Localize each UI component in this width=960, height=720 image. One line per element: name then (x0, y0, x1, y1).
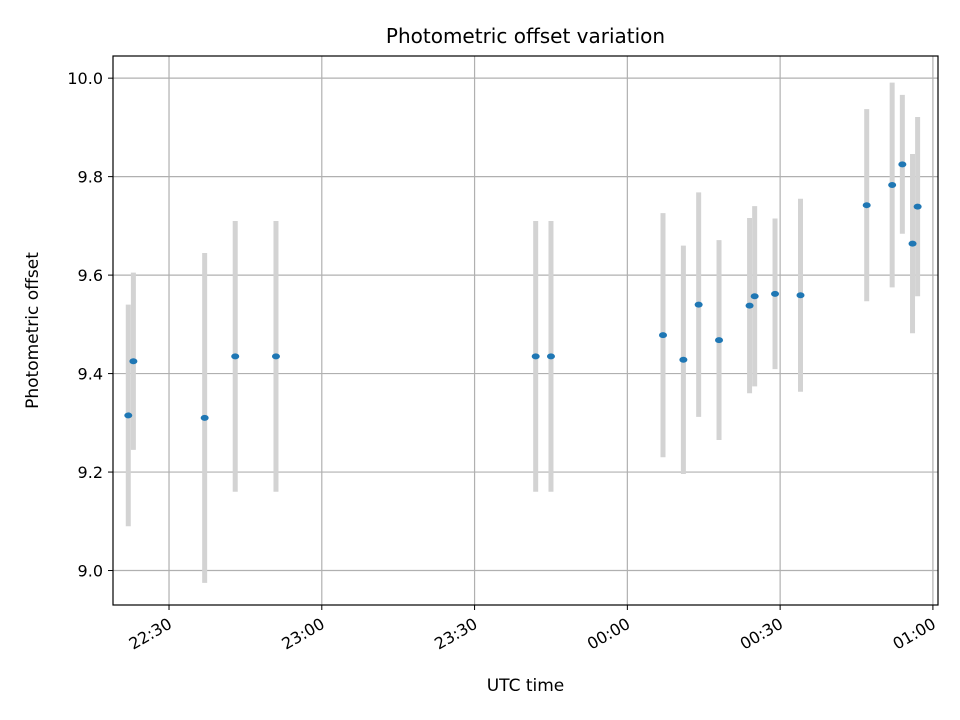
y-ticks: 9.0 9.2 9.4 9.6 9.8 10.0 (67, 69, 113, 581)
data-point (679, 356, 688, 363)
point-layer (124, 161, 922, 421)
x-tick-label: 23:00 (278, 614, 327, 654)
x-axis-label: UTC time (487, 676, 565, 696)
data-point (200, 414, 209, 421)
data-point (750, 293, 759, 300)
y-tick-label: 10.0 (67, 69, 103, 88)
data-point (908, 240, 917, 247)
y-axis-label: Photometric offset (23, 252, 43, 409)
x-tick-label: 22:30 (126, 614, 175, 654)
x-tick-label: 00:00 (584, 614, 633, 654)
data-point (771, 290, 780, 297)
x-tick-label: 23:30 (431, 614, 480, 654)
data-point (546, 353, 555, 360)
data-point (913, 203, 922, 210)
y-tick-label: 9.8 (78, 168, 103, 187)
data-point (129, 358, 138, 365)
data-point (898, 161, 907, 168)
x-tick-label: 00:30 (737, 614, 786, 654)
errorbar-layer (125, 82, 921, 583)
y-tick-label: 9.2 (78, 463, 103, 482)
data-point (745, 302, 754, 309)
x-ticks: 22:30 23:00 23:30 00:00 00:30 01:00 (126, 605, 939, 654)
data-point (888, 182, 897, 189)
data-point (694, 301, 703, 308)
y-tick-label: 9.6 (78, 266, 103, 285)
chart-title: Photometric offset variation (386, 24, 665, 48)
y-tick-label: 9.4 (78, 365, 103, 384)
data-point (231, 353, 240, 360)
y-tick-label: 9.0 (78, 562, 103, 581)
data-point (659, 332, 667, 339)
x-tick-label: 01:00 (889, 614, 938, 654)
data-point (124, 412, 133, 419)
data-point (796, 292, 805, 299)
data-point (531, 353, 540, 360)
data-point (715, 337, 724, 344)
data-point (271, 353, 280, 360)
plot-frame (112, 55, 939, 606)
data-point (862, 202, 871, 209)
